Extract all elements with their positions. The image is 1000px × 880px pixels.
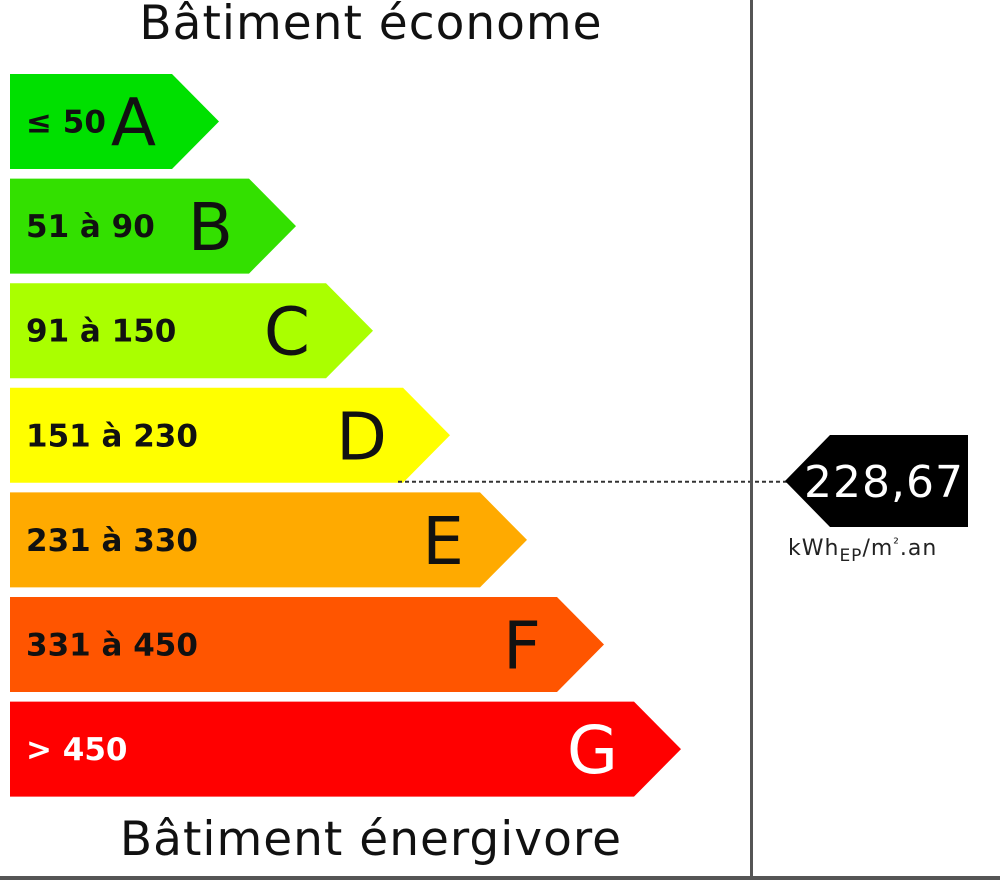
marker-value: 228,67 — [804, 457, 964, 508]
band-g: > 450 G — [10, 701, 681, 797]
band-f-range: 331 à 450 — [26, 628, 198, 664]
band-e-bar — [10, 492, 527, 588]
unit-sup: ² — [893, 536, 900, 552]
band-f: 331 à 450 F — [10, 597, 604, 692]
band-a-bar — [10, 74, 219, 169]
divider-line — [750, 0, 753, 880]
band-c-range: 91 à 150 — [26, 314, 176, 350]
band-c-bar — [10, 283, 373, 379]
unit-main: kWh — [788, 536, 840, 561]
chart-subtitle: Bâtiment énergivore — [119, 812, 623, 867]
band-g-letter: G — [567, 712, 618, 789]
band-a: ≤ 50 A — [10, 74, 219, 169]
band-g-range: > 450 — [26, 732, 127, 768]
band-a-range: ≤ 50 — [26, 105, 106, 141]
bottom-border — [0, 876, 1000, 880]
band-d-bar — [10, 387, 450, 483]
band-d-range: 151 à 230 — [26, 418, 198, 454]
unit-rest: /m — [862, 536, 894, 561]
band-d: 151 à 230 D — [10, 387, 450, 483]
band-f-letter: F — [503, 608, 541, 685]
band-c-letter: C — [264, 294, 310, 371]
unit-sub: EP — [839, 546, 863, 566]
band-d-letter: D — [336, 398, 387, 475]
band-a-letter: A — [111, 85, 156, 162]
marker-unit: kWhEP/m².an — [788, 536, 937, 566]
band-e-range: 231 à 330 — [26, 523, 198, 559]
band-b-letter: B — [188, 189, 233, 266]
band-c: 91 à 150 C — [10, 283, 373, 379]
marker-arrow — [785, 435, 968, 527]
band-b-range: 51 à 90 — [26, 209, 155, 245]
band-e-letter: E — [422, 503, 464, 580]
band-f-bar — [10, 597, 604, 692]
unit-tail: .an — [899, 536, 938, 561]
band-e: 231 à 330 E — [10, 492, 527, 588]
band-b-bar — [10, 178, 296, 274]
chart-title: Bâtiment économe — [139, 0, 603, 51]
band-b: 51 à 90 B — [10, 178, 296, 274]
band-g-bar — [10, 701, 681, 797]
